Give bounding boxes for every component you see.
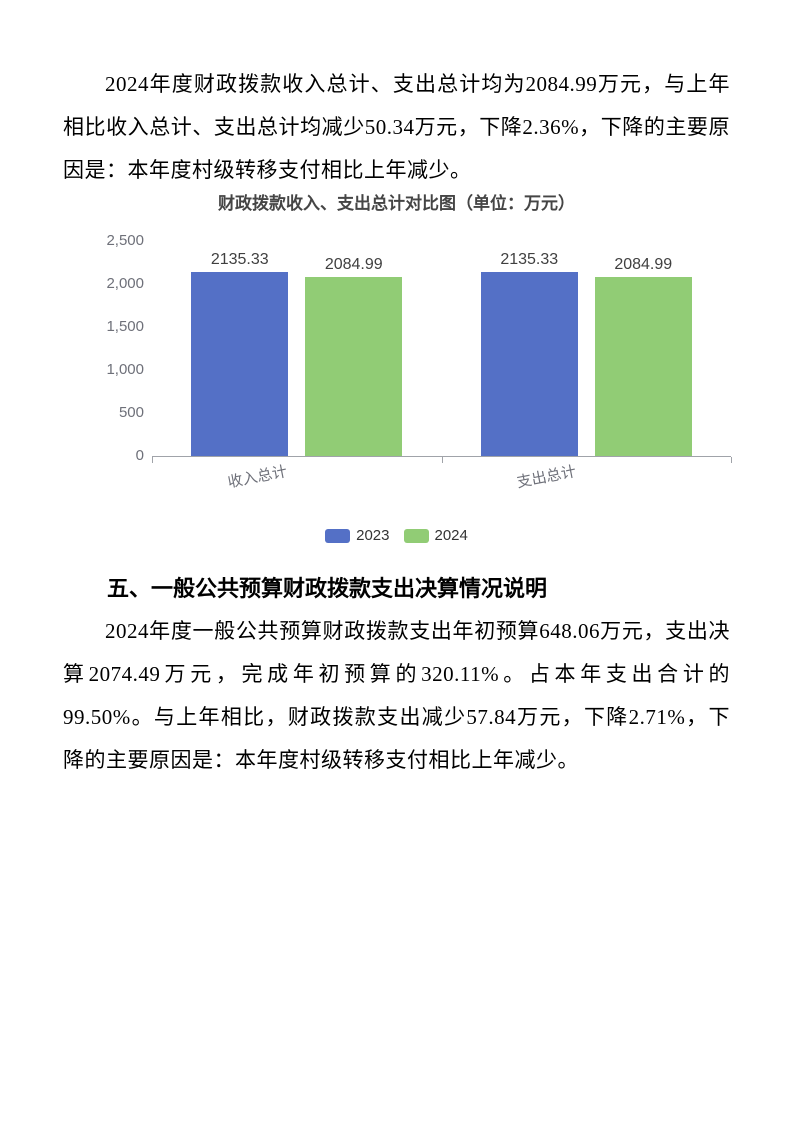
bar-2023: [191, 272, 289, 456]
bar-2023: [480, 272, 578, 456]
legend-swatch-icon: [403, 529, 429, 543]
bar-value-label: 2084.99: [614, 255, 673, 273]
x-axis-tick: [152, 457, 153, 463]
bar-value-label: 2084.99: [324, 255, 383, 273]
section-heading: 五、一般公共预算财政拨款支出决算情况说明: [107, 576, 548, 601]
y-axis-tick-label: 500: [118, 404, 144, 421]
y-axis-tick-label: 0: [135, 447, 144, 464]
chart-title: 财政拨款收入、支出总计对比图（单位：万元）: [218, 194, 575, 213]
bar-2024: [594, 276, 692, 456]
bar-value-label: 2135.33: [500, 251, 559, 269]
legend-swatch-icon: [325, 529, 351, 543]
legend-item-2024: 2024: [403, 527, 468, 544]
paragraph-fiscal-income-expense-total: 2024年度财政拨款收入总计、支出总计均为2084.99万元，与上年相比收入总计…: [63, 72, 730, 182]
x-axis-category-label: 收入总计: [226, 463, 289, 492]
legend-item-2023: 2023: [325, 527, 390, 544]
x-axis-category-label: 支出总计: [515, 463, 578, 492]
legend-label: 2023: [356, 527, 390, 544]
x-axis-tick: [731, 457, 732, 463]
y-axis-tick-label: 2,500: [106, 232, 144, 249]
y-axis-tick-label: 2,000: [106, 275, 144, 292]
legend: 2023 2024: [0, 527, 793, 544]
bar-chart: 财政拨款收入、支出总计对比图（单位：万元） 0 500 1,000 1,500 2,00…: [0, 192, 793, 555]
legend-label: 2024: [434, 527, 468, 544]
x-axis-line: [152, 456, 731, 457]
y-axis-tick-label: 1,000: [106, 361, 144, 378]
x-axis-tick: [441, 457, 443, 463]
paragraph-budget-expenditure: 2024年度一般公共预算财政拨款支出年初预算648.06万元，支出决算2074.…: [63, 619, 730, 772]
y-axis-tick-label: 1,500: [106, 318, 144, 335]
bar-2024: [305, 276, 403, 456]
bar-value-label: 2135.33: [210, 251, 269, 269]
